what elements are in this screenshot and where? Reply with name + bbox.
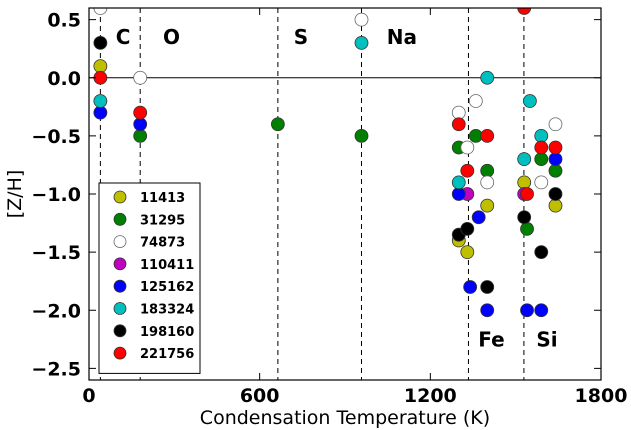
y-tick-label: −2.5 <box>31 358 81 380</box>
data-point-198160 <box>534 245 549 260</box>
x-tick-label: 1200 <box>404 385 457 407</box>
data-point-221756 <box>460 163 475 178</box>
legend-label-221756: 221756 <box>140 347 194 362</box>
data-point-11413 <box>517 175 532 190</box>
x-tick-label: 600 <box>240 385 280 407</box>
legend-marker-11413 <box>113 190 127 204</box>
data-point-183324 <box>451 175 466 190</box>
element-label-si: Si <box>536 327 557 351</box>
data-point-183324 <box>517 152 532 167</box>
element-label-c: C <box>116 25 131 49</box>
data-point-125162 <box>534 303 549 318</box>
data-point-198160 <box>548 187 563 201</box>
y-tick-label: −2.0 <box>31 300 81 322</box>
element-label-s: S <box>294 25 308 49</box>
legend-label-183324: 183324 <box>140 303 194 318</box>
legend-marker-110411 <box>113 257 127 271</box>
y-tick-label: −1.5 <box>31 242 81 264</box>
data-point-198160 <box>460 221 475 236</box>
data-point-221756 <box>133 105 148 120</box>
element-label-o: O <box>163 25 180 49</box>
data-point-125162 <box>480 303 495 318</box>
data-point-221756 <box>517 8 532 15</box>
legend-marker-198160 <box>113 324 127 338</box>
data-point-74873 <box>480 175 495 190</box>
data-point-31295 <box>354 128 369 143</box>
legend-label-125162: 125162 <box>140 280 194 295</box>
data-point-221756 <box>451 117 466 132</box>
data-point-183324 <box>522 94 537 108</box>
x-tick-label: 0 <box>82 385 95 407</box>
data-point-31295 <box>548 163 563 178</box>
y-tick-label: −1.0 <box>31 184 81 206</box>
data-point-11413 <box>93 59 108 74</box>
data-point-221756 <box>480 128 495 143</box>
data-point-31295 <box>534 152 549 167</box>
data-point-183324 <box>534 128 549 143</box>
x-tick-label: 1800 <box>575 385 628 407</box>
data-point-31295 <box>133 128 148 143</box>
data-point-11413 <box>548 198 563 213</box>
data-point-74873 <box>93 8 108 15</box>
data-point-125162 <box>133 117 148 132</box>
data-point-74873 <box>534 175 549 190</box>
y-tick-label: 0.5 <box>47 10 81 32</box>
legend-label-74873: 74873 <box>140 236 185 251</box>
legend-label-110411: 110411 <box>140 258 194 273</box>
data-point-74873 <box>548 117 563 132</box>
legend-marker-183324 <box>113 302 127 315</box>
data-point-74873 <box>354 12 369 27</box>
data-points <box>93 8 563 318</box>
y-axis-title: [Z/H] <box>4 170 26 219</box>
data-point-221756 <box>534 140 549 155</box>
data-point-183324 <box>480 70 495 85</box>
data-point-125162 <box>463 280 478 294</box>
legend-label-31295: 31295 <box>140 213 185 228</box>
data-point-125162 <box>520 303 534 318</box>
data-point-221756 <box>548 140 563 155</box>
data-point-125162 <box>548 152 563 167</box>
data-point-198160 <box>480 280 495 294</box>
y-tick-label: −0.5 <box>31 126 81 148</box>
data-point-125162 <box>471 210 486 225</box>
data-point-198160 <box>517 210 532 225</box>
data-point-11413 <box>460 245 475 260</box>
legend: 11413 31295 74873 110411 125162 183324 198160 2… <box>98 182 201 374</box>
element-label-fe: Fe <box>478 327 504 351</box>
y-tick-label: 0.0 <box>47 68 81 90</box>
legend-marker-221756 <box>113 346 127 360</box>
data-point-11413 <box>480 198 495 213</box>
x-axis-title: Condensation Temperature (K) <box>200 407 490 429</box>
data-point-74873 <box>133 70 148 85</box>
data-point-198160 <box>93 35 108 50</box>
data-point-183324 <box>93 94 108 108</box>
legend-marker-74873 <box>113 235 127 249</box>
data-point-74873 <box>451 105 466 120</box>
data-point-31295 <box>520 221 534 236</box>
legend-box <box>98 182 201 374</box>
data-point-74873 <box>468 94 483 108</box>
element-labels: C O S Na Fe Si <box>116 25 558 351</box>
axis-ticks: 0 600 1200 1800 0.5 0.0 −0.5 −1.0 −1.5 −2.0 −2.5 <box>31 8 627 407</box>
legend-marker-31295 <box>113 212 127 226</box>
data-point-183324 <box>354 35 369 50</box>
data-point-125162 <box>93 105 108 120</box>
data-point-125162 <box>451 187 466 201</box>
legend-marker-125162 <box>113 279 127 293</box>
element-label-na: Na <box>387 25 417 49</box>
data-point-31295 <box>270 117 285 132</box>
data-point-221756 <box>520 187 534 201</box>
legend-label-198160: 198160 <box>140 325 194 340</box>
data-point-31295 <box>480 163 495 178</box>
data-point-74873 <box>460 140 475 155</box>
legend-label-11413: 11413 <box>140 191 185 206</box>
